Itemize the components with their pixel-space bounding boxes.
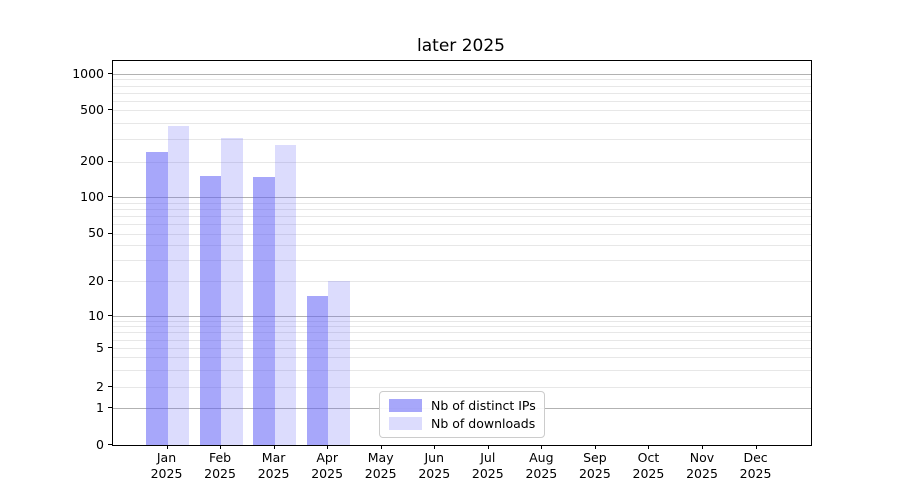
y-axis-tick-label: 50 (88, 225, 104, 240)
legend-item-downloads: Nb of downloads (389, 416, 535, 431)
minor-gridline (113, 259, 811, 261)
y-axis-tick-label: 200 (80, 153, 104, 168)
legend-item-distinct-ips: Nb of distinct IPs (389, 397, 536, 413)
y-axis-tick-label: 2 (96, 378, 104, 394)
x-axis-tick-label: Nov 2025 (686, 450, 718, 481)
x-tick-mark (434, 445, 436, 449)
minor-gridline (113, 245, 811, 247)
bar-downloads-apr (328, 281, 350, 445)
y-tick-mark (108, 196, 112, 197)
y-tick-mark (108, 444, 112, 445)
minor-gridline (113, 357, 811, 359)
major-gridline (113, 316, 811, 317)
y-axis-tick-label: 5 (96, 339, 104, 355)
minor-gridline (113, 122, 811, 124)
legend-swatch-distinct-ips (389, 398, 422, 412)
plot-area (112, 60, 812, 446)
major-gridline (113, 197, 811, 198)
legend-label-downloads: Nb of downloads (431, 416, 536, 432)
y-axis-tick-label: 20 (88, 272, 104, 288)
x-tick-mark (327, 445, 329, 449)
minor-gridline (113, 233, 811, 235)
y-tick-mark (108, 109, 112, 110)
minor-gridline (113, 339, 811, 341)
x-tick-mark (648, 445, 650, 449)
x-tick-mark (273, 445, 275, 449)
x-tick-mark (380, 445, 382, 449)
minor-gridline (113, 281, 811, 282)
y-tick-mark (108, 160, 112, 162)
minor-gridline (113, 208, 811, 210)
minor-gridline (113, 387, 811, 388)
minor-gridline (113, 202, 811, 204)
x-axis-tick-label: Jul 2025 (471, 450, 504, 481)
bar-downloads-mar (274, 144, 297, 445)
minor-gridline (113, 161, 811, 163)
x-axis-tick-label: Jan 2025 (150, 450, 183, 481)
minor-gridline (113, 92, 811, 94)
minor-gridline (113, 138, 811, 140)
y-tick-mark (108, 386, 112, 387)
x-tick-mark (755, 445, 757, 449)
bar-distinct-ips-jan (146, 152, 168, 445)
y-axis-tick-label: 10 (88, 307, 104, 323)
y-tick-mark (108, 73, 112, 74)
minor-gridline (113, 215, 811, 217)
y-axis-tick-label: 0 (96, 436, 104, 452)
x-axis-tick-label: Jun 2025 (418, 450, 451, 481)
minor-gridline (113, 100, 811, 102)
x-axis-tick-label: Aug 2025 (525, 450, 558, 481)
x-axis-tick-label: Oct 2025 (632, 450, 665, 481)
y-tick-mark (108, 315, 112, 316)
minor-gridline (113, 110, 811, 111)
minor-gridline (113, 320, 811, 322)
x-tick-mark (594, 445, 596, 449)
x-axis-tick-label: Mar 2025 (257, 450, 290, 481)
bar-downloads-feb (221, 137, 243, 445)
x-axis-tick-label: Feb 2025 (204, 450, 236, 481)
y-tick-mark (108, 347, 112, 348)
legend: Nb of distinct IPs Nb of downloads (379, 391, 545, 438)
major-gridline (113, 74, 811, 75)
x-tick-mark (166, 445, 168, 449)
x-axis-tick-label: Apr 2025 (311, 450, 344, 481)
y-axis-tick-label: 1000 (72, 65, 104, 81)
x-tick-mark (220, 445, 222, 449)
y-axis-tick-label: 500 (80, 101, 104, 117)
bar-distinct-ips-apr (306, 295, 329, 445)
x-axis-tick-label: May 2025 (364, 450, 397, 481)
legend-swatch-downloads (389, 417, 422, 431)
y-tick-mark (108, 407, 112, 408)
x-tick-mark (487, 445, 489, 449)
legend-label-distinct-ips: Nb of distinct IPs (431, 397, 536, 413)
x-tick-mark (702, 445, 703, 449)
chart-title: later 2025 (417, 36, 505, 56)
y-axis-tick-label: 100 (80, 188, 104, 204)
minor-gridline (113, 326, 811, 328)
bar-downloads-jan (167, 126, 189, 445)
y-axis-tick-label: 1 (96, 399, 104, 415)
y-tick-mark (108, 280, 112, 281)
bar-distinct-ips-feb (199, 176, 222, 445)
x-tick-mark (541, 445, 543, 449)
minor-gridline (113, 369, 811, 371)
y-tick-mark (108, 232, 112, 234)
minor-gridline (113, 348, 811, 349)
minor-gridline (113, 223, 811, 225)
x-axis-tick-label: Sep 2025 (578, 450, 611, 481)
bar-distinct-ips-mar (253, 176, 275, 445)
x-axis-tick-label: Dec 2025 (739, 450, 772, 481)
minor-gridline (113, 79, 811, 81)
minor-gridline (113, 85, 811, 87)
minor-gridline (113, 332, 811, 334)
